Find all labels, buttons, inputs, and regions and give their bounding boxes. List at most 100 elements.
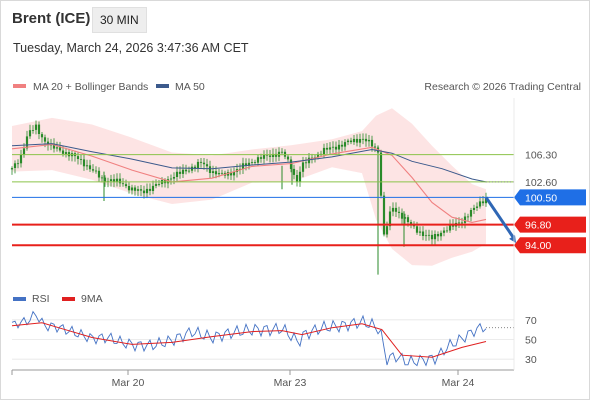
candle-body (28, 130, 32, 137)
candle-body (337, 144, 341, 150)
candle-body (298, 171, 302, 182)
candle-body (61, 150, 65, 154)
candle-body (37, 124, 41, 134)
candle-body (466, 216, 470, 218)
legend-rsi-swatch (13, 297, 26, 301)
research-credit: Research © 2026 Trading Central (424, 81, 581, 93)
candle-body (202, 162, 206, 165)
rsi-panel: 70 50 30 (11, 310, 537, 367)
candle-body (208, 166, 212, 173)
candle-body (25, 136, 29, 149)
legend-9ma-label: 9MA (81, 293, 103, 305)
candle-body (55, 147, 59, 149)
ma20-line (11, 143, 487, 223)
level-tag (514, 237, 586, 254)
candle-body (418, 231, 422, 233)
candle-body (184, 169, 188, 172)
candle-body (457, 222, 461, 224)
candle-body (157, 184, 161, 185)
candle-body (118, 178, 122, 184)
level-tag (514, 189, 586, 206)
candle-body (250, 162, 254, 163)
candle-body (247, 162, 251, 166)
ma50-line (11, 143, 487, 183)
candle-body (355, 138, 359, 143)
candle-body (181, 169, 185, 174)
candle-body (259, 157, 263, 159)
candle-body (262, 154, 266, 159)
candle-body (97, 170, 101, 178)
candle-body (205, 164, 209, 167)
candle-body (196, 161, 200, 168)
bollinger-band (12, 108, 486, 266)
candle-body (295, 175, 299, 182)
candle-body (109, 179, 113, 182)
level-label: 94.00 (525, 240, 551, 252)
candle-body (409, 222, 413, 225)
candle-body (478, 201, 482, 207)
time-tick-label: Mar 20 (112, 377, 145, 389)
candle-body (91, 169, 95, 171)
candle-body (142, 190, 146, 194)
candle-body (58, 147, 62, 151)
candle-body (253, 162, 257, 163)
legend-ma20-label: MA 20 + Bollinger Bands (33, 81, 148, 93)
candle-body (100, 177, 104, 179)
candle-body (451, 224, 455, 227)
time-tick-label: Mar 23 (274, 377, 307, 389)
projection-arrow-shaft (484, 196, 515, 238)
candle-body (40, 134, 44, 138)
candle-body (16, 163, 20, 165)
candle-body (397, 211, 401, 213)
candle-body (52, 143, 56, 149)
candle-body (445, 230, 449, 232)
candle-body (268, 155, 272, 157)
candle-body (421, 231, 425, 236)
candle-body (85, 165, 89, 167)
candle-body (217, 173, 221, 175)
candle-body (307, 157, 311, 164)
candle-body (88, 165, 92, 170)
rsi-tick-label: 50 (525, 335, 537, 347)
candle-body (439, 232, 443, 237)
candle-body (400, 212, 404, 219)
candle-body (127, 186, 131, 191)
candle-body (103, 177, 107, 182)
candle-body (130, 187, 134, 191)
candle-body (256, 157, 260, 163)
candle-body (373, 146, 377, 148)
level-label: 106.30 (525, 150, 557, 162)
candle-body (229, 172, 233, 176)
candle-body (334, 146, 338, 150)
candle-body (475, 206, 479, 208)
candle-body (340, 144, 344, 147)
candle-body (175, 171, 179, 177)
candle-body (484, 198, 488, 204)
candle-body (436, 234, 440, 237)
level-label: 102.60 (525, 177, 557, 189)
candle-body (325, 147, 329, 150)
candle-body (460, 222, 464, 224)
candle-body (331, 146, 335, 148)
timeframe-button[interactable]: 30 MIN (92, 7, 147, 33)
candle-body (64, 152, 68, 154)
candle-body (112, 179, 116, 182)
time-axis: Mar 20 Mar 23 Mar 24 (11, 98, 515, 389)
candle-body (364, 138, 368, 142)
candle-body (463, 216, 467, 223)
candle-body (442, 230, 446, 233)
candle-body (79, 159, 83, 160)
legend-rsi-label: RSI (32, 293, 50, 305)
candle-body (211, 171, 215, 173)
candle-body (292, 168, 296, 175)
rsi-ma-line (11, 322, 487, 358)
legend-9ma-swatch (62, 297, 75, 301)
timestamp: Tuesday, March 24, 2026 3:47:36 AM CET (13, 41, 249, 55)
instrument-title: Brent (ICE) (12, 10, 91, 27)
legend-ma50-label: MA 50 (175, 81, 205, 93)
candle-body (301, 162, 305, 172)
candle-body (238, 168, 242, 170)
candle-body (349, 140, 353, 143)
level-tag (514, 216, 586, 233)
candle-body (358, 139, 362, 143)
